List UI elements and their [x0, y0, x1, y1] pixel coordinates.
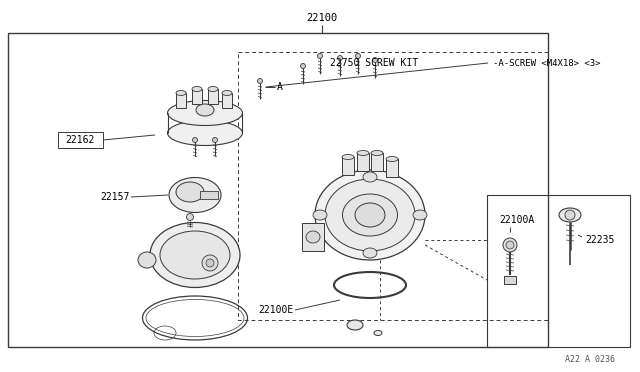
- Ellipse shape: [357, 151, 369, 155]
- Ellipse shape: [192, 87, 202, 92]
- Ellipse shape: [315, 170, 425, 260]
- Text: -A-SCREW <M4X18> <3>: -A-SCREW <M4X18> <3>: [493, 58, 600, 67]
- Circle shape: [337, 55, 342, 61]
- Circle shape: [212, 138, 218, 142]
- Circle shape: [565, 210, 575, 220]
- Bar: [200, 191, 218, 199]
- Circle shape: [355, 54, 360, 58]
- Text: 22162: 22162: [65, 135, 95, 145]
- Ellipse shape: [306, 231, 320, 243]
- Ellipse shape: [176, 90, 186, 96]
- Circle shape: [257, 78, 262, 83]
- Circle shape: [506, 241, 514, 249]
- Bar: [357, 153, 369, 171]
- Ellipse shape: [347, 320, 363, 330]
- Ellipse shape: [138, 252, 156, 268]
- Ellipse shape: [342, 194, 397, 236]
- Bar: [208, 89, 218, 104]
- Circle shape: [186, 214, 193, 221]
- Ellipse shape: [176, 182, 204, 202]
- Ellipse shape: [363, 172, 377, 182]
- Text: 22100E: 22100E: [258, 305, 293, 315]
- Bar: [176, 93, 186, 108]
- Bar: [487, 195, 630, 347]
- Bar: [371, 153, 383, 171]
- Circle shape: [317, 54, 323, 58]
- Ellipse shape: [169, 177, 221, 212]
- Circle shape: [206, 259, 214, 267]
- Bar: [238, 52, 548, 320]
- Text: A22 A 0236: A22 A 0236: [565, 356, 615, 365]
- Text: 22157: 22157: [100, 192, 130, 202]
- Bar: [8, 33, 548, 347]
- Ellipse shape: [355, 203, 385, 227]
- Ellipse shape: [325, 179, 415, 251]
- Ellipse shape: [168, 121, 243, 145]
- Ellipse shape: [150, 222, 240, 288]
- Text: 22100: 22100: [307, 13, 338, 23]
- Ellipse shape: [363, 248, 377, 258]
- Bar: [386, 159, 398, 177]
- Text: 22750 SCREW KIT: 22750 SCREW KIT: [330, 58, 418, 68]
- Bar: [302, 223, 324, 251]
- Bar: [504, 276, 516, 284]
- Circle shape: [301, 64, 305, 68]
- Ellipse shape: [160, 231, 230, 279]
- Ellipse shape: [386, 157, 398, 161]
- Bar: [342, 157, 354, 175]
- Ellipse shape: [413, 210, 427, 220]
- Ellipse shape: [222, 90, 232, 96]
- Text: 22100A: 22100A: [499, 215, 534, 225]
- Text: A: A: [277, 82, 283, 92]
- Ellipse shape: [168, 100, 243, 125]
- Ellipse shape: [559, 208, 581, 222]
- Bar: [222, 93, 232, 108]
- Bar: [192, 89, 202, 104]
- Ellipse shape: [374, 330, 382, 336]
- Ellipse shape: [371, 151, 383, 155]
- Text: 22235: 22235: [585, 235, 614, 245]
- Ellipse shape: [208, 87, 218, 92]
- Circle shape: [503, 238, 517, 252]
- Circle shape: [193, 138, 198, 142]
- Ellipse shape: [196, 104, 214, 116]
- Circle shape: [202, 255, 218, 271]
- Bar: [58, 132, 103, 148]
- Circle shape: [372, 58, 378, 62]
- Ellipse shape: [313, 210, 327, 220]
- Ellipse shape: [342, 154, 354, 160]
